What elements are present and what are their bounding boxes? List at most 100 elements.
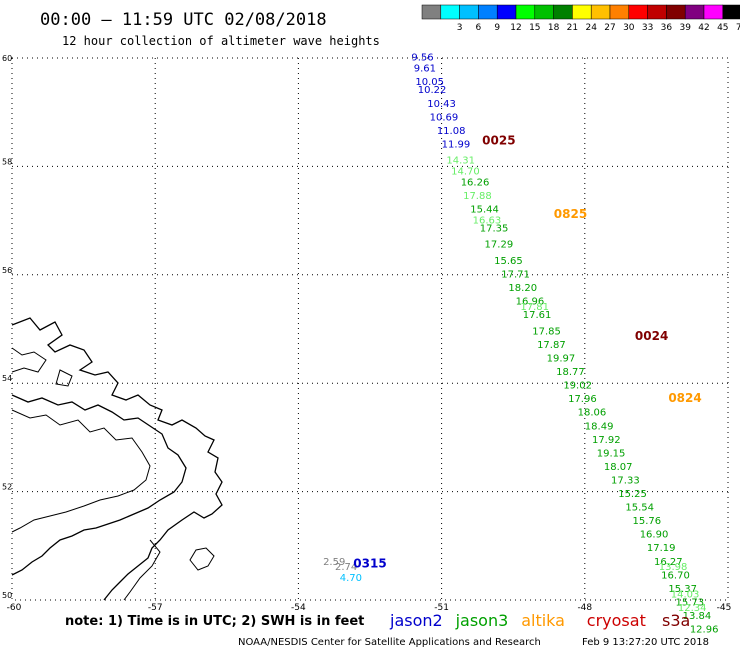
legend-cryosat: cryosat xyxy=(587,611,646,630)
x-tick-label: -57 xyxy=(148,603,163,613)
swh-point-jason3: 16.90 xyxy=(640,530,669,541)
swh-point-jason3: 17.33 xyxy=(611,475,640,486)
coastline xyxy=(11,317,223,601)
x-tick-label: -54 xyxy=(291,603,306,613)
color-swatch xyxy=(440,4,460,20)
pass-label: 0824 xyxy=(668,391,701,405)
plot-frame xyxy=(12,58,728,600)
color-scale-label: 21 xyxy=(567,23,578,33)
swh-point-jason3-faint: 13.98 xyxy=(659,562,688,573)
swh-point-jason2: 10.05 xyxy=(415,77,444,88)
color-scale-label: 15 xyxy=(529,23,540,33)
color-swatch xyxy=(553,4,573,20)
color-scale-label: 36 xyxy=(661,23,673,33)
swh-point-jason3: 15.54 xyxy=(625,503,654,514)
color-scale-label: 33 xyxy=(642,23,653,33)
color-swatch xyxy=(703,4,724,20)
axis-tick-labels: -60 -57 -54 -51 -48 -45 50 52 54 56 58 60 xyxy=(2,54,731,613)
swh-point-jason3: 17.96 xyxy=(568,394,597,405)
swh-point-jason3: 12.96 xyxy=(690,625,719,636)
color-swatch xyxy=(684,4,705,20)
swh-point-jason2: 11.99 xyxy=(442,139,471,150)
swh-point-jason3-faint: 16.63 xyxy=(473,215,502,226)
y-tick-label: 50 xyxy=(2,591,12,600)
swh-point-jason2: 9.56 xyxy=(411,53,433,64)
swh-point-jason3: 15.76 xyxy=(633,516,662,527)
color-scale-label: 6 xyxy=(476,23,482,33)
swh-point-jason3: 17.35 xyxy=(480,223,509,234)
swh-point-jason3: 15.65 xyxy=(494,256,523,267)
swh-point-jason3: 17.19 xyxy=(647,543,676,554)
swh-point-jason3: 16.96 xyxy=(516,297,545,308)
x-tick-label: -51 xyxy=(434,603,449,613)
swh-point-jason3: 18.20 xyxy=(508,283,537,294)
color-swatch xyxy=(496,4,517,20)
grid-lines xyxy=(11,57,729,601)
color-scale-label: 24 xyxy=(585,23,597,33)
y-tick-label: 52 xyxy=(2,483,12,492)
color-swatch xyxy=(722,4,740,20)
plot-border xyxy=(11,57,729,601)
swh-point-jason3: 15.37 xyxy=(668,584,697,595)
swh-point-jason3: 17.29 xyxy=(485,240,514,251)
swh-point-jason3: 13.84 xyxy=(683,611,712,622)
color-scale-bar: 36912151821242730333639424570(ft) xyxy=(421,4,740,33)
swh-point-jason3: 19.97 xyxy=(547,354,576,365)
color-swatch xyxy=(534,4,554,20)
color-scale-label: 18 xyxy=(548,23,560,33)
legend-jason2: jason2 xyxy=(389,611,443,630)
swh-point-jason2-low: 2.74 xyxy=(335,562,357,573)
color-swatch xyxy=(459,4,479,20)
swh-point-jason3: 17.61 xyxy=(523,310,552,321)
color-scale-label: 39 xyxy=(679,23,691,33)
color-scale-label: 30 xyxy=(623,23,635,33)
swh-point-jason3: 16.27 xyxy=(654,557,683,568)
y-tick-label: 56 xyxy=(2,266,12,275)
swh-point-jason3-faint: 17.81 xyxy=(520,302,549,313)
color-scale-label: 3 xyxy=(457,23,463,33)
swh-point-jason3: 18.49 xyxy=(585,421,614,432)
x-tick-label: -48 xyxy=(577,603,592,613)
color-swatch xyxy=(572,4,592,20)
footer-note: note: 1) Time is in UTC; 2) SWH is in fe… xyxy=(65,614,364,629)
legend-altika: altika xyxy=(521,611,565,630)
x-tick-label: -45 xyxy=(717,603,732,613)
swh-point-jason3-faint: 14.70 xyxy=(451,167,480,178)
y-tick-label: 60 xyxy=(2,54,12,63)
swh-point-jason3: 17.71 xyxy=(501,270,530,281)
legend-s3a: s3a xyxy=(662,611,690,630)
pass-label: 0825 xyxy=(554,207,587,221)
satellite-legend: jason2 jason3 altika cryosat s3a xyxy=(389,611,690,630)
swh-point-jason3: 17.87 xyxy=(537,340,566,351)
footer-timestamp: Feb 9 13:27:20 UTC 2018 xyxy=(582,637,709,648)
x-tick-label: -60 xyxy=(7,603,22,613)
swh-point-jason3: 15.44 xyxy=(470,204,499,215)
swh-point-jason2: 10.43 xyxy=(427,99,456,110)
swh-point-jason2: 10.22 xyxy=(418,85,447,96)
swh-point-jason3: 18.07 xyxy=(604,462,633,473)
color-scale-label: 27 xyxy=(604,23,615,33)
legend-jason3: jason3 xyxy=(455,611,509,630)
swh-point-jason2-low: 2.59 xyxy=(323,557,345,568)
color-swatch xyxy=(478,4,498,20)
color-swatch xyxy=(421,4,442,20)
swh-point-jason3: 16.70 xyxy=(661,570,690,581)
swh-point-jason3: 17.85 xyxy=(532,326,561,337)
y-tick-label: 58 xyxy=(2,157,12,166)
y-tick-label: 54 xyxy=(2,374,12,383)
color-swatch xyxy=(609,4,630,20)
color-swatch xyxy=(628,4,648,20)
color-scale-label: 42 xyxy=(698,23,709,33)
chart-subtitle: 12 hour collection of altimeter wave hei… xyxy=(62,34,380,48)
footer-credit: NOAA/NESDIS Center for Satellite Applica… xyxy=(238,637,541,648)
chart-title: 00:00 – 11:59 UTC 02/08/2018 xyxy=(40,10,327,30)
swh-point-jason2: 9.61 xyxy=(414,64,436,75)
swh-point-jason2: 10.69 xyxy=(430,112,459,123)
swh-point-jason3: 19.02 xyxy=(563,381,592,392)
swh-point-jason3: 16.26 xyxy=(461,177,490,188)
pass-label: 0025 xyxy=(482,134,515,148)
color-scale-label: 70 xyxy=(736,23,740,33)
